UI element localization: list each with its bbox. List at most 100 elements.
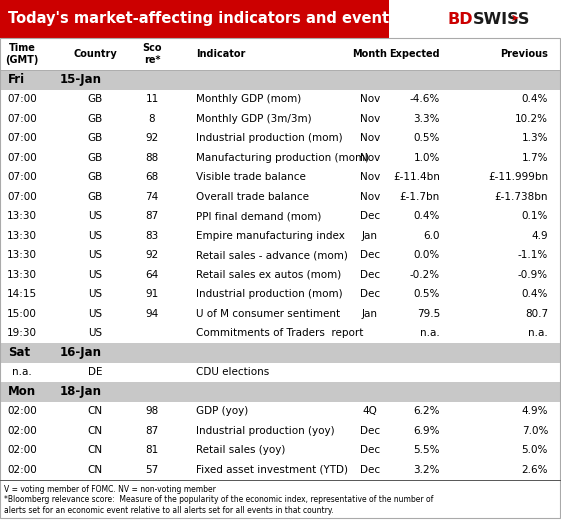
Text: US: US — [88, 309, 102, 319]
Text: 0.4%: 0.4% — [522, 94, 548, 104]
Text: GB: GB — [88, 191, 103, 202]
Bar — [0, 343, 561, 362]
Text: 1.0%: 1.0% — [413, 153, 440, 163]
Text: 64: 64 — [145, 270, 159, 280]
Text: Nov: Nov — [360, 172, 380, 183]
Text: Monthly GDP (mom): Monthly GDP (mom) — [196, 94, 301, 104]
Bar — [0, 304, 561, 324]
Text: -0.9%: -0.9% — [518, 270, 548, 280]
Text: -4.6%: -4.6% — [410, 94, 440, 104]
Text: GB: GB — [88, 172, 103, 183]
Text: £-1.738bn: £-1.738bn — [494, 191, 548, 202]
Text: 79.5: 79.5 — [417, 309, 440, 319]
Text: 6.2%: 6.2% — [413, 406, 440, 416]
Text: Retail sales ex autos (mom): Retail sales ex autos (mom) — [196, 270, 341, 280]
Text: 07:00: 07:00 — [7, 191, 37, 202]
Text: Dec: Dec — [360, 270, 380, 280]
Text: 81: 81 — [145, 445, 159, 455]
Text: BD: BD — [447, 12, 473, 26]
Text: 5.5%: 5.5% — [413, 445, 440, 455]
Text: 0.5%: 0.5% — [413, 133, 440, 143]
Text: Monthly GDP (3m/3m): Monthly GDP (3m/3m) — [196, 114, 311, 124]
Text: Overall trade balance: Overall trade balance — [196, 191, 309, 202]
Text: Today's market-affecting indicators and events: Today's market-affecting indicators and … — [8, 12, 398, 26]
Text: US: US — [88, 231, 102, 241]
Text: 83: 83 — [145, 231, 159, 241]
Text: Nov: Nov — [360, 133, 380, 143]
Text: 0.1%: 0.1% — [522, 211, 548, 221]
Text: Dec: Dec — [360, 289, 380, 299]
Text: 1.7%: 1.7% — [522, 153, 548, 163]
Text: 0.5%: 0.5% — [413, 289, 440, 299]
Text: 0.0%: 0.0% — [414, 250, 440, 260]
Text: Indicator: Indicator — [196, 49, 245, 59]
Bar — [0, 362, 561, 382]
Text: 07:00: 07:00 — [7, 133, 37, 143]
Text: GB: GB — [88, 94, 103, 104]
Text: SWISS: SWISS — [473, 12, 530, 26]
Text: n.a.: n.a. — [420, 329, 440, 338]
Bar — [0, 441, 561, 460]
Text: 91: 91 — [145, 289, 159, 299]
Bar — [0, 226, 561, 245]
Text: CN: CN — [88, 406, 103, 416]
Text: GB: GB — [88, 153, 103, 163]
Text: Sco
re*: Sco re* — [142, 43, 162, 65]
Text: 4.9: 4.9 — [531, 231, 548, 241]
Text: PPI final demand (mom): PPI final demand (mom) — [196, 211, 321, 221]
Text: Fixed asset investment (YTD): Fixed asset investment (YTD) — [196, 465, 348, 475]
Text: 94: 94 — [145, 309, 159, 319]
Bar — [0, 382, 561, 402]
Text: US: US — [88, 250, 102, 260]
Text: Dec: Dec — [360, 445, 380, 455]
Text: 57: 57 — [145, 465, 159, 475]
Text: 16-Jan: 16-Jan — [60, 346, 102, 359]
Text: 98: 98 — [145, 406, 159, 416]
Bar — [0, 109, 561, 129]
Text: n.a.: n.a. — [12, 367, 32, 377]
Text: 13:30: 13:30 — [7, 211, 37, 221]
Text: 02:00: 02:00 — [7, 445, 37, 455]
Text: 02:00: 02:00 — [7, 426, 37, 436]
Text: -0.2%: -0.2% — [410, 270, 440, 280]
Text: *Bloomberg relevance score:  Measure of the popularity of the economic index, re: *Bloomberg relevance score: Measure of t… — [4, 496, 434, 515]
Text: 0.4%: 0.4% — [413, 211, 440, 221]
Text: 92: 92 — [145, 250, 159, 260]
Bar — [0, 70, 561, 89]
Text: 8: 8 — [149, 114, 155, 124]
Text: Industrial production (mom): Industrial production (mom) — [196, 289, 343, 299]
Text: 13:30: 13:30 — [7, 250, 37, 260]
Text: 02:00: 02:00 — [7, 465, 37, 475]
Text: GB: GB — [88, 133, 103, 143]
Bar — [0, 206, 561, 226]
Text: 02:00: 02:00 — [7, 406, 37, 416]
Text: Jan: Jan — [362, 309, 378, 319]
Bar — [0, 129, 561, 148]
Text: £-11.999bn: £-11.999bn — [488, 172, 548, 183]
Text: Retail sales - advance (mom): Retail sales - advance (mom) — [196, 250, 348, 260]
Text: 0.4%: 0.4% — [522, 289, 548, 299]
Bar — [0, 421, 561, 441]
Bar — [0, 460, 561, 479]
Text: 07:00: 07:00 — [7, 114, 37, 124]
Text: Empire manufacturing index: Empire manufacturing index — [196, 231, 345, 241]
Text: CDU elections: CDU elections — [196, 367, 269, 377]
Text: Nov: Nov — [360, 94, 380, 104]
Text: DE: DE — [88, 367, 102, 377]
Text: 92: 92 — [145, 133, 159, 143]
Text: 6.9%: 6.9% — [413, 426, 440, 436]
Text: Mon: Mon — [8, 385, 36, 398]
Text: 87: 87 — [145, 426, 159, 436]
Text: Jan: Jan — [362, 231, 378, 241]
Text: Visible trade balance: Visible trade balance — [196, 172, 306, 183]
Text: Nov: Nov — [360, 153, 380, 163]
Text: 87: 87 — [145, 211, 159, 221]
Text: 11: 11 — [145, 94, 159, 104]
Text: 4Q: 4Q — [362, 406, 378, 416]
Text: 15-Jan: 15-Jan — [60, 73, 102, 86]
Text: 3.2%: 3.2% — [413, 465, 440, 475]
Text: US: US — [88, 289, 102, 299]
Text: 6.0: 6.0 — [424, 231, 440, 241]
Text: Manufacturing production (mom): Manufacturing production (mom) — [196, 153, 369, 163]
Text: 19:30: 19:30 — [7, 329, 37, 338]
